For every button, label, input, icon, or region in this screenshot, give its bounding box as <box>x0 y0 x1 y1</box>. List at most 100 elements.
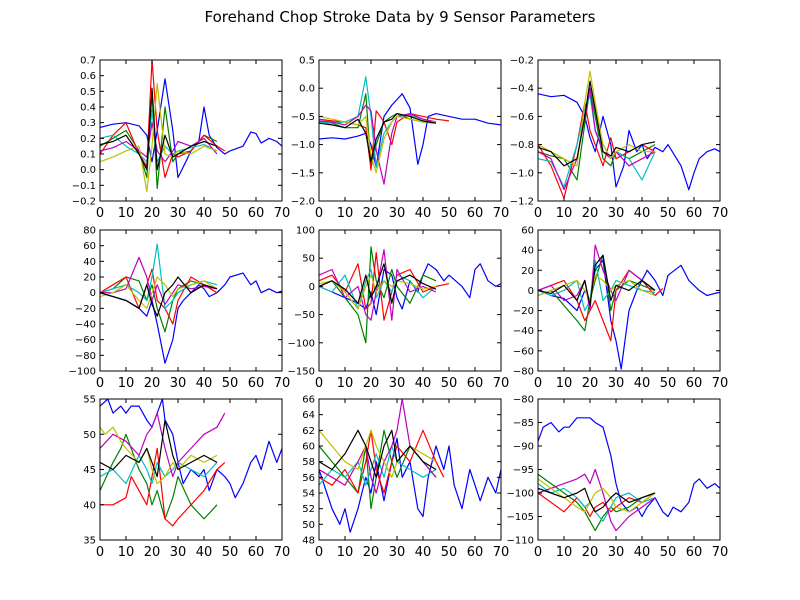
y-tick-label: 52 <box>302 504 315 515</box>
y-tick-label: 80 <box>83 226 96 237</box>
y-tick-label: 45 <box>83 465 96 476</box>
y-tick-label: 66 <box>302 395 315 406</box>
x-tick-label: 0 <box>96 376 104 391</box>
series-line-7 <box>100 87 218 171</box>
x-tick-label: 10 <box>118 376 135 391</box>
y-tick-label: −60 <box>75 335 96 346</box>
x-tick-label: 20 <box>582 545 599 560</box>
series-line-3 <box>100 447 226 527</box>
x-tick-label: 50 <box>222 545 239 560</box>
y-tick-label: 0.7 <box>80 56 96 67</box>
y-tick-label: −60 <box>513 346 534 357</box>
y-tick-label: 0.0 <box>299 84 315 95</box>
x-tick-label: 50 <box>222 376 239 391</box>
series-line-5 <box>319 399 437 494</box>
x-tick-label: 10 <box>118 206 135 221</box>
x-tick-label: 30 <box>170 206 187 221</box>
series-line-7 <box>538 487 656 513</box>
series-line-5 <box>319 104 437 185</box>
x-tick-label: 30 <box>608 376 625 391</box>
y-tick-label: 56 <box>302 473 315 484</box>
y-tick-label: 50 <box>302 254 315 265</box>
x-tick-label: 20 <box>144 545 161 560</box>
y-tick-label: 54 <box>302 489 315 500</box>
y-tick-label: 0.5 <box>80 87 96 98</box>
series-line-5 <box>100 412 226 478</box>
x-tick-label: 20 <box>582 206 599 221</box>
y-tick-label: 0.1 <box>80 150 96 161</box>
series-line-7 <box>538 254 656 307</box>
x-tick-label: 10 <box>556 545 573 560</box>
subplot-3: 0 10 20 30 40 50 60 70 −1.2 −1.0 −0.8 −0.6 −0.4 −0.2 <box>510 56 729 222</box>
series-line-6 <box>319 115 436 174</box>
series-line-1 <box>100 272 282 364</box>
x-tick-label: 50 <box>441 545 458 560</box>
y-tick-label: −2.0 <box>291 197 315 208</box>
series-line-3 <box>100 268 218 325</box>
series-line-5 <box>538 468 656 532</box>
plot-frame <box>99 229 283 372</box>
y-tick-label: 0.6 <box>80 71 96 82</box>
x-tick-label: 10 <box>337 206 354 221</box>
series-line-5 <box>100 122 218 163</box>
x-tick-label: 60 <box>686 545 703 560</box>
y-tick-label: −80 <box>75 351 96 362</box>
series-line-1 <box>100 399 282 499</box>
x-tick-label: 0 <box>315 376 323 391</box>
series-group <box>319 246 501 344</box>
x-tick-label: 70 <box>493 376 510 391</box>
series-line-7 <box>319 263 437 304</box>
y-tick-label: −0.8 <box>510 140 534 151</box>
series-line-4 <box>538 259 656 312</box>
series-line-3 <box>319 429 445 494</box>
y-tick-label: −50 <box>294 310 315 321</box>
y-tick-label: −105 <box>507 512 534 523</box>
series-line-4 <box>319 268 437 310</box>
x-tick-label: 60 <box>467 206 484 221</box>
x-tick-label: 30 <box>608 206 625 221</box>
y-tick-label: −100 <box>69 367 96 378</box>
x-tick-label: 40 <box>634 206 651 221</box>
y-tick-label: 0 <box>90 288 96 299</box>
series-line-7 <box>319 112 437 163</box>
series-line-7 <box>100 276 218 317</box>
series-group <box>538 244 720 370</box>
series-group <box>538 70 720 199</box>
x-tick-label: 70 <box>274 545 291 560</box>
x-tick-label: 20 <box>363 545 380 560</box>
x-tick-label: 70 <box>274 206 291 221</box>
x-tick-label: 60 <box>686 206 703 221</box>
x-tick-label: 50 <box>222 206 239 221</box>
subplot-2: 0 10 20 30 40 50 60 70 −2.0 −1.5 −1.0 −0.5 0.0 0.5 <box>291 56 510 222</box>
x-tick-label: 0 <box>534 206 542 221</box>
series-line-4 <box>538 483 656 522</box>
x-tick-label: 60 <box>686 376 703 391</box>
y-tick-label: 100 <box>296 226 315 237</box>
y-tick-label: 64 <box>302 410 315 421</box>
series-line-6 <box>319 274 437 310</box>
series-line-1 <box>100 78 282 179</box>
x-tick-label: 70 <box>493 206 510 221</box>
x-tick-label: 50 <box>660 376 677 391</box>
x-tick-label: 0 <box>315 206 323 221</box>
plot-frame <box>99 59 283 202</box>
x-tick-label: 70 <box>712 376 729 391</box>
y-tick-label: 50 <box>83 430 96 441</box>
series-line-3 <box>538 269 664 342</box>
x-tick-label: 10 <box>556 206 573 221</box>
x-tick-label: 30 <box>389 376 406 391</box>
y-tick-label: 60 <box>83 241 96 252</box>
y-tick-label: 0.0 <box>80 165 96 176</box>
x-tick-label: 20 <box>144 206 161 221</box>
x-tick-label: 0 <box>96 545 104 560</box>
x-tick-label: 40 <box>196 376 213 391</box>
series-line-5 <box>538 87 656 191</box>
y-tick-label: −100 <box>288 338 315 349</box>
x-tick-label: 40 <box>415 376 432 391</box>
x-tick-label: 10 <box>556 376 573 391</box>
figure-title: Forehand Chop Stroke Data by 9 Sensor Pa… <box>204 8 596 26</box>
series-line-7 <box>319 429 437 478</box>
series-line-4 <box>100 454 218 485</box>
x-tick-label: 40 <box>196 206 213 221</box>
x-tick-label: 60 <box>467 376 484 391</box>
